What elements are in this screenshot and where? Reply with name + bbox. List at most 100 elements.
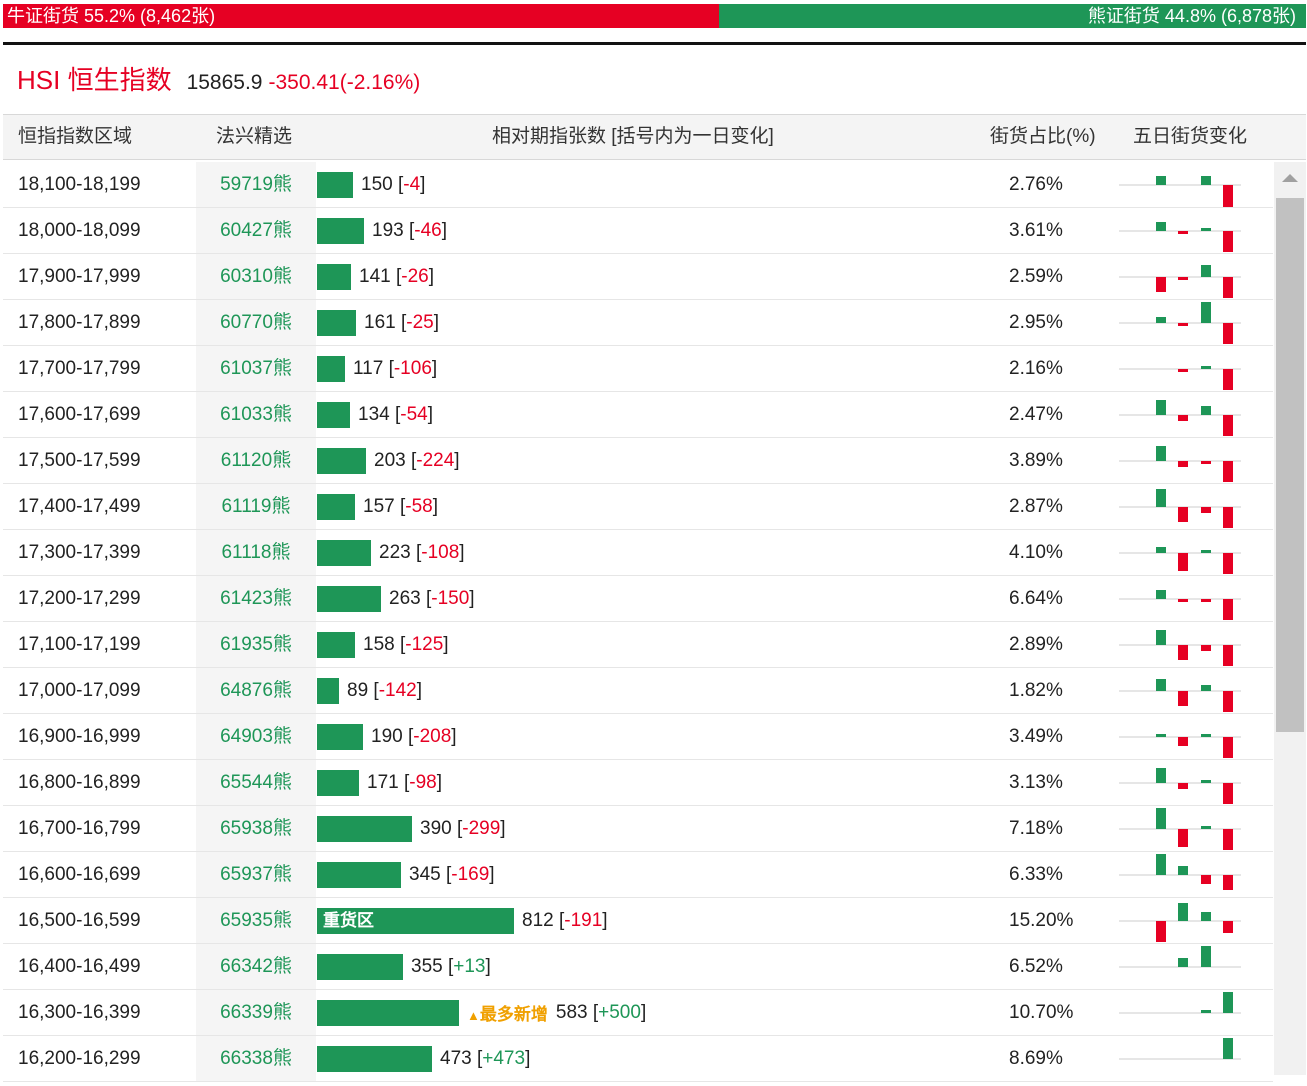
count-number: 190 [371, 725, 403, 747]
ratio-cell: 7.18% [1009, 818, 1063, 839]
trend-bar [1201, 228, 1211, 231]
five-day-trend-chart [1119, 547, 1241, 574]
trend-bar [1178, 958, 1188, 967]
count-cell: 157 [-58] [317, 484, 438, 529]
warrant-code: 65935 [220, 910, 273, 931]
range-cell: 16,500-16,599 [18, 910, 141, 931]
warrant-code-link[interactable]: 65938熊 [196, 806, 316, 851]
trend-bar [1156, 768, 1166, 783]
most-added-tag: ▲最多新增 [467, 1000, 548, 1025]
scroll-up-arrow-icon[interactable] [1282, 174, 1298, 182]
count-bar [317, 539, 371, 566]
warrant-code-link[interactable]: 59719熊 [196, 162, 316, 207]
trend-bar [1223, 323, 1233, 344]
range-cell: 16,200-16,299 [18, 1048, 141, 1069]
count-number: 583 [555, 1001, 588, 1023]
header-ratio: 街货占比(%) [990, 126, 1096, 147]
warrant-code-link[interactable]: 61423熊 [196, 576, 316, 621]
ratio-cell: 6.33% [1009, 864, 1063, 885]
five-day-trend-chart [1119, 176, 1241, 209]
warrant-code-link[interactable]: 64876熊 [196, 668, 316, 713]
count-cell: 190 [-208] [317, 714, 457, 759]
warrant-code: 65937 [220, 864, 273, 885]
trend-bar [1223, 992, 1233, 1013]
header-pick: 法兴精选 [216, 126, 293, 147]
warrant-code: 65938 [220, 818, 273, 839]
range-cell: 16,300-16,399 [18, 1002, 141, 1023]
count-cell: 345 [-169] [317, 852, 495, 897]
warrant-code-link[interactable]: 60770熊 [196, 300, 316, 345]
warrant-type: 熊 [272, 1002, 292, 1023]
five-day-trend [1119, 1036, 1241, 1081]
warrant-code-link[interactable]: 66339熊 [196, 990, 316, 1035]
trend-bar [1178, 415, 1188, 421]
table-row: 17,500-17,599 61120熊 203 [-224] 3.89% [3, 438, 1273, 484]
five-day-trend-chart [1119, 489, 1241, 528]
count-bar [317, 769, 359, 796]
range-cell: 18,000-18,099 [18, 220, 141, 241]
warrant-code-link[interactable]: 61119熊 [196, 484, 316, 529]
warrant-code-link[interactable]: 66338熊 [196, 1036, 316, 1081]
warrant-code: 66342 [220, 956, 273, 977]
warrant-code-link[interactable]: 65937熊 [196, 852, 316, 897]
warrant-code-link[interactable]: 66342熊 [196, 944, 316, 989]
count-value: 355 [+13] [411, 955, 491, 977]
warrant-code-link[interactable]: 65935熊 [196, 898, 316, 943]
trend-bar [1178, 277, 1188, 280]
warrant-code: 61033 [220, 404, 273, 425]
table-row: 17,600-17,699 61033熊 134 [-54] 2.47% [3, 392, 1273, 438]
trend-bar [1178, 691, 1188, 706]
count-cell: ▲最多新增 583 [+500] [317, 990, 646, 1035]
trend-bar [1201, 461, 1211, 464]
five-day-trend-chart [1119, 400, 1241, 436]
warrant-code-link[interactable]: 60310熊 [196, 254, 316, 299]
trend-bar [1178, 645, 1188, 660]
warrant-code: 61119 [221, 496, 272, 517]
count-change: -150 [431, 587, 470, 609]
warrant-code-link[interactable]: 60427熊 [196, 208, 316, 253]
range-cell: 17,100-17,199 [18, 634, 141, 655]
warrant-type: 熊 [272, 726, 292, 747]
ratio-cell: 3.89% [1009, 450, 1063, 471]
trend-bar [1178, 866, 1188, 875]
scrollbar[interactable] [1274, 162, 1306, 1075]
count-cell: 89 [-142] [317, 668, 422, 713]
count-number: 355 [411, 955, 443, 977]
five-day-trend [1119, 576, 1241, 621]
ratio-cell: 3.13% [1009, 772, 1063, 793]
warrant-code-link[interactable]: 61037熊 [196, 346, 316, 391]
range-cell: 16,400-16,499 [18, 956, 141, 977]
count-number: 158 [363, 633, 395, 655]
table-row: 17,700-17,799 61037熊 117 [-106] 2.16% [3, 346, 1273, 392]
warrant-code: 61423 [220, 588, 273, 609]
warrant-code-link[interactable]: 65544熊 [196, 760, 316, 805]
warrant-code: 60427 [220, 220, 273, 241]
warrant-code: 60310 [220, 266, 273, 287]
five-day-trend-chart [1119, 768, 1241, 804]
scroll-thumb[interactable] [1276, 198, 1304, 732]
warrant-code-link[interactable]: 61935熊 [196, 622, 316, 667]
trend-bar [1223, 645, 1233, 666]
trend-bar [1201, 685, 1211, 691]
trend-bar [1201, 302, 1211, 323]
count-bar [317, 217, 364, 244]
count-bar [317, 263, 351, 290]
warrant-code-link[interactable]: 61118熊 [196, 530, 316, 575]
trend-bar [1156, 277, 1166, 292]
warrant-code-link[interactable]: 64903熊 [196, 714, 316, 759]
trend-bar [1178, 507, 1188, 522]
warrant-type: 熊 [272, 956, 292, 977]
count-value: 150 [-4] [361, 173, 426, 195]
five-day-trend-chart [1119, 590, 1241, 620]
five-day-trend [1119, 162, 1241, 209]
warrant-code-link[interactable]: 61120熊 [196, 438, 316, 483]
count-cell: 193 [-46] [317, 208, 447, 253]
trend-bar [1223, 369, 1233, 390]
count-change: -26 [401, 265, 429, 287]
warrant-type: 熊 [272, 266, 292, 287]
divider [3, 42, 1306, 45]
trend-bar [1223, 829, 1233, 850]
trend-bar [1156, 489, 1166, 507]
trend-bar [1223, 461, 1233, 482]
warrant-code-link[interactable]: 61033熊 [196, 392, 316, 437]
